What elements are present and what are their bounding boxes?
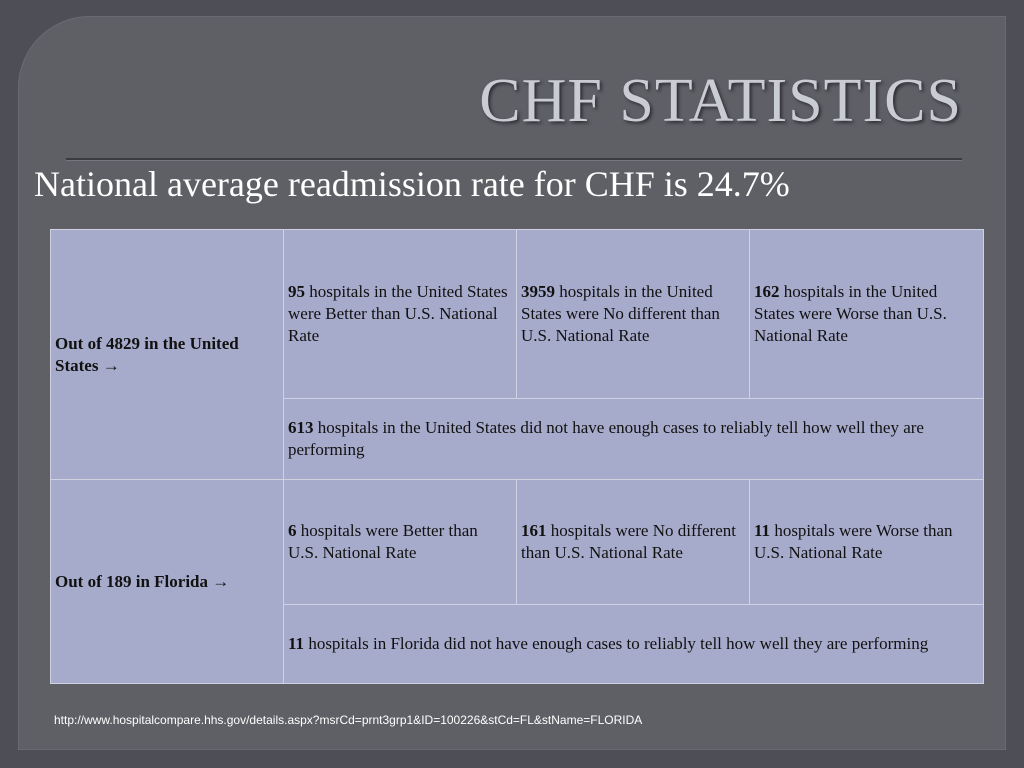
title-divider	[66, 158, 962, 161]
florida-better-count: 6	[288, 521, 297, 540]
us-nodiff-text: hospitals in the United States were No d…	[521, 282, 720, 345]
us-worse-text: hospitals in the United States were Wors…	[754, 282, 947, 345]
us-notenough-cell: 613 hospitals in the United States did n…	[283, 398, 984, 480]
us-better-count: 95	[288, 282, 305, 301]
us-better-cell: 95 hospitals in the United States were B…	[283, 229, 517, 399]
florida-label: Out of 189 in Florida →	[55, 571, 230, 591]
us-worse-count: 162	[754, 282, 780, 301]
florida-notenough-text: hospitals in Florida did not have enough…	[308, 634, 929, 653]
us-notenough-text: hospitals in the United States did not h…	[288, 418, 924, 459]
us-nodiff-cell: 3959 hospitals in the United States were…	[516, 229, 750, 399]
us-worse-cell: 162 hospitals in the United States were …	[749, 229, 984, 399]
florida-worse-cell: 11 hospitals were Worse than U.S. Nation…	[749, 479, 984, 605]
table-row: 11 hospitals in Florida did not have eno…	[51, 604, 984, 684]
slide-subtitle: National average readmission rate for CH…	[34, 164, 790, 204]
florida-worse-text: hospitals were Worse than U.S. National …	[754, 521, 953, 562]
table-row: Out of 4829 in the United States → 95 ho…	[50, 229, 984, 480]
us-row-header: Out of 4829 in the United States →	[50, 229, 284, 480]
us-notenough-count: 613	[288, 418, 314, 437]
florida-notenough-cell: 11 hospitals in Florida did not have eno…	[283, 604, 984, 684]
us-better-text: hospitals in the United States were Bett…	[288, 282, 508, 345]
us-nodiff-count: 3959	[521, 282, 555, 301]
florida-row-header: Out of 189 in Florida →	[50, 479, 284, 684]
table-row: 613 hospitals in the United States did n…	[51, 398, 984, 480]
florida-better-cell: 6 hospitals were Better than U.S. Nation…	[283, 479, 517, 605]
florida-nodiff-text: hospitals were No different than U.S. Na…	[521, 521, 736, 562]
florida-better-text: hospitals were Better than U.S. National…	[288, 521, 478, 562]
statistics-table: Out of 4829 in the United States → 95 ho…	[50, 229, 984, 684]
slide-title: CHF STATISTICS	[479, 67, 962, 135]
us-label: Out of 4829 in the United States →	[55, 333, 239, 375]
florida-nodiff-count: 161	[521, 521, 547, 540]
source-link[interactable]: http://www.hospitalcompare.hhs.gov/detai…	[54, 713, 643, 727]
florida-worse-count: 11	[754, 521, 771, 540]
table-row: Out of 189 in Florida → 6 hospitals were…	[50, 479, 984, 684]
florida-notenough-count: 11	[288, 634, 305, 653]
florida-nodiff-cell: 161 hospitals were No different than U.S…	[516, 479, 750, 605]
